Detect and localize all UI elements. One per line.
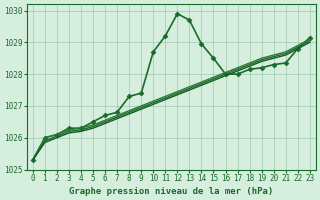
X-axis label: Graphe pression niveau de la mer (hPa): Graphe pression niveau de la mer (hPa) bbox=[69, 187, 274, 196]
